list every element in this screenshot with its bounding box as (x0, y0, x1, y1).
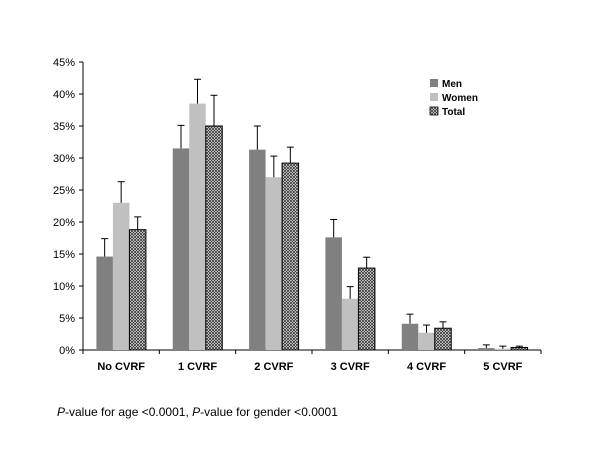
y-tick-label: 30% (53, 153, 75, 165)
y-tick-label: 0% (59, 345, 75, 357)
legend-label-men: Men (442, 79, 462, 90)
y-tick-label: 45% (53, 57, 75, 69)
y-tick-label: 5% (59, 313, 75, 325)
x-tick-label: No CVRF (97, 361, 145, 373)
bar-women (265, 177, 283, 350)
p-value-footnote: P-value for age <0.0001, P-value for gen… (57, 405, 338, 419)
legend-swatch-men (430, 79, 438, 87)
bar-women (341, 298, 359, 350)
legend-swatch-total (429, 106, 439, 116)
bar-men (401, 323, 419, 350)
bar-total (205, 125, 223, 351)
bar-men (325, 237, 342, 350)
legend-swatch-women (430, 93, 438, 101)
bar-men (478, 348, 495, 350)
chart-bars (96, 78, 529, 351)
bar-total (281, 162, 300, 351)
y-tick-label: 40% (53, 89, 75, 101)
bar-men (249, 149, 266, 350)
chart-legend: Men Women Total (429, 79, 478, 118)
x-tick-label: 1 CVRF (178, 361, 217, 373)
footnote-p-italic-2: P (192, 405, 201, 419)
x-tick-label: 5 CVRF (483, 361, 522, 373)
bar-total (357, 267, 376, 351)
footnote-p-italic-1: P (57, 405, 66, 419)
bar-men (172, 148, 190, 350)
bar-women (418, 332, 435, 350)
bar-women (112, 202, 130, 350)
bar-men (96, 256, 113, 350)
footnote-text-2: -value for gender <0.0001 (200, 405, 338, 419)
y-tick-label: 10% (53, 281, 75, 293)
legend-label-total: Total (442, 107, 465, 118)
x-tick-label: 3 CVRF (331, 361, 370, 373)
legend-label-women: Women (442, 93, 478, 104)
bar-total (128, 229, 147, 351)
x-tick-label: 4 CVRF (407, 361, 446, 373)
footnote-text-1: -value for age <0.0001, (65, 405, 193, 419)
bar-chart: 0% 5% 10% 15% 20% 25% 30% 35% 40% 45% No CVRF 1 CVR… (53, 57, 542, 373)
y-tick-label: 25% (53, 185, 75, 197)
bar-total (434, 327, 452, 351)
chart-axes: 0% 5% 10% 15% 20% 25% 30% 35% 40% 45% No CVRF 1 CVR… (53, 57, 542, 373)
x-tick-label: 2 CVRF (254, 361, 293, 373)
bar-women (189, 103, 206, 350)
bar-women (494, 348, 512, 350)
y-tick-label: 35% (53, 121, 75, 133)
y-tick-label: 20% (53, 217, 75, 229)
bar-total (510, 346, 529, 351)
y-tick-label: 15% (53, 249, 75, 261)
